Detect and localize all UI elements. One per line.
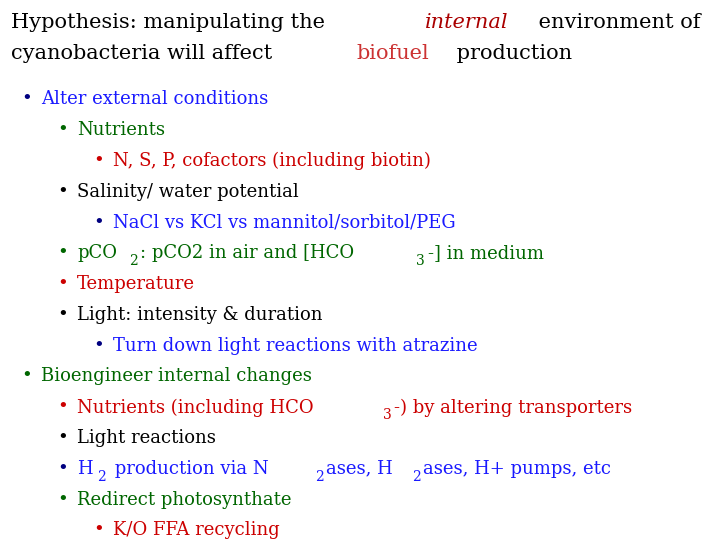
Text: 2: 2 xyxy=(129,254,138,268)
Text: Nutrients (including HCO: Nutrients (including HCO xyxy=(77,399,314,416)
Text: cyanobacteria will affect: cyanobacteria will affect xyxy=(11,44,279,63)
Text: 3: 3 xyxy=(382,408,391,422)
Text: -) by altering transporters: -) by altering transporters xyxy=(394,399,632,416)
Text: •: • xyxy=(94,337,104,355)
Text: •: • xyxy=(58,122,68,139)
Text: Salinity/ water potential: Salinity/ water potential xyxy=(77,183,299,201)
Text: 2: 2 xyxy=(97,470,106,483)
Text: 2: 2 xyxy=(315,470,323,483)
Text: Turn down light reactions with atrazine: Turn down light reactions with atrazine xyxy=(113,337,478,355)
Text: ases, H+ pumps, etc: ases, H+ pumps, etc xyxy=(423,460,611,478)
Text: •: • xyxy=(58,183,68,201)
Text: 2: 2 xyxy=(412,470,420,483)
Text: pCO: pCO xyxy=(77,245,117,262)
Text: •: • xyxy=(58,275,68,293)
Text: 3: 3 xyxy=(416,254,426,268)
Text: NaCl vs KCl vs mannitol/sorbitol/PEG: NaCl vs KCl vs mannitol/sorbitol/PEG xyxy=(113,214,456,232)
Text: K/O FFA recycling: K/O FFA recycling xyxy=(113,522,280,539)
Text: production via N: production via N xyxy=(109,460,269,478)
Text: •: • xyxy=(58,429,68,447)
Text: •: • xyxy=(22,368,32,386)
Text: biofuel: biofuel xyxy=(356,44,429,63)
Text: •: • xyxy=(58,399,68,416)
Text: H: H xyxy=(77,460,93,478)
Text: ases, H: ases, H xyxy=(326,460,392,478)
Text: Alter external conditions: Alter external conditions xyxy=(41,91,269,109)
Text: Light reactions: Light reactions xyxy=(77,429,216,447)
Text: N, S, P, cofactors (including biotin): N, S, P, cofactors (including biotin) xyxy=(113,152,431,170)
Text: •: • xyxy=(58,460,68,478)
Text: Nutrients: Nutrients xyxy=(77,122,165,139)
Text: •: • xyxy=(94,152,104,170)
Text: : pCO2 in air and [HCO: : pCO2 in air and [HCO xyxy=(140,245,354,262)
Text: •: • xyxy=(58,306,68,324)
Text: -] in medium: -] in medium xyxy=(428,245,544,262)
Text: •: • xyxy=(94,214,104,232)
Text: environment of: environment of xyxy=(532,14,701,32)
Text: Redirect photosynthate: Redirect photosynthate xyxy=(77,491,292,509)
Text: Bioengineer internal changes: Bioengineer internal changes xyxy=(41,368,312,386)
Text: Temperature: Temperature xyxy=(77,275,195,293)
Text: production: production xyxy=(450,44,572,63)
Text: internal: internal xyxy=(425,14,508,32)
Text: •: • xyxy=(94,522,104,539)
Text: •: • xyxy=(22,91,32,109)
Text: Hypothesis: manipulating the: Hypothesis: manipulating the xyxy=(11,14,331,32)
Text: •: • xyxy=(58,491,68,509)
Text: •: • xyxy=(58,245,68,262)
Text: Light: intensity & duration: Light: intensity & duration xyxy=(77,306,323,324)
